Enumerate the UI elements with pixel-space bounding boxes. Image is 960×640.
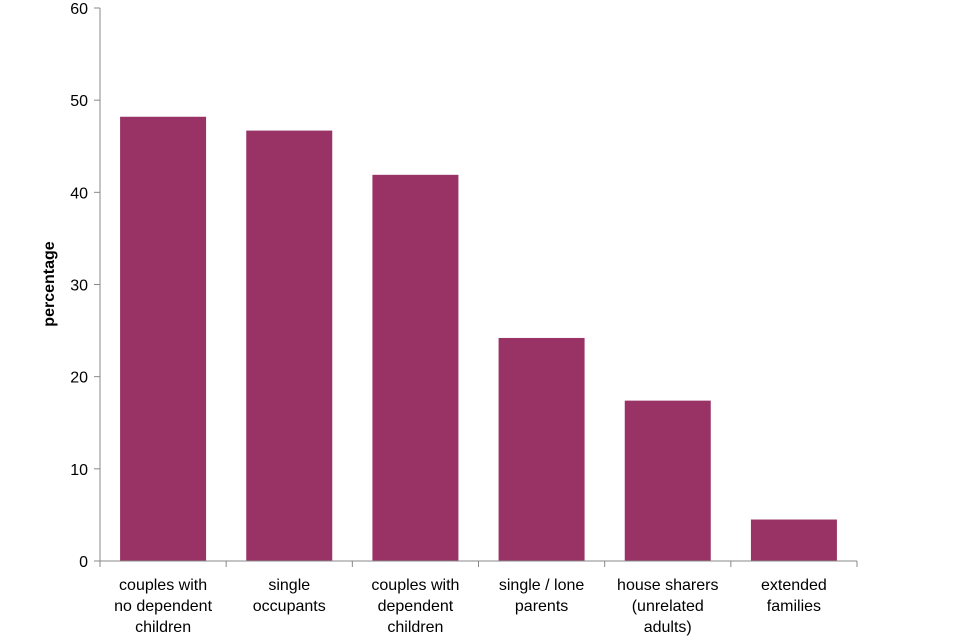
- bar: [498, 337, 585, 561]
- bar: [372, 174, 459, 562]
- x-tick-label: couples with: [119, 577, 207, 594]
- x-tick-label: couples with: [371, 577, 459, 594]
- x-tick-label: extended: [761, 577, 827, 594]
- x-tick-label: dependent: [378, 598, 454, 615]
- x-tick-label: house sharers: [617, 577, 718, 594]
- x-tick-label: children: [135, 619, 191, 636]
- y-axis-label: percentage: [41, 241, 58, 326]
- x-tick-label: families: [767, 598, 821, 615]
- y-tick-label: 20: [70, 370, 88, 387]
- y-tick-label: 10: [70, 462, 88, 479]
- y-tick-label: 30: [70, 278, 88, 295]
- x-tick-label: adults): [644, 619, 692, 636]
- x-tick-label: (unrelated: [632, 598, 704, 615]
- x-tick-label: single: [268, 577, 310, 594]
- bar: [120, 116, 207, 562]
- x-tick-label: single / lone: [499, 577, 584, 594]
- bar: [246, 130, 333, 561]
- x-tick-label: occupants: [253, 598, 326, 615]
- y-tick-label: 50: [70, 93, 88, 110]
- x-tick-label: no dependent: [114, 598, 212, 615]
- x-tick-label: children: [387, 619, 443, 636]
- bar: [750, 519, 837, 561]
- bar: [624, 400, 711, 561]
- y-tick-label: 60: [70, 1, 88, 18]
- y-tick-label: 40: [70, 185, 88, 202]
- x-tick-label: parents: [515, 598, 568, 615]
- y-tick-label: 0: [79, 554, 88, 571]
